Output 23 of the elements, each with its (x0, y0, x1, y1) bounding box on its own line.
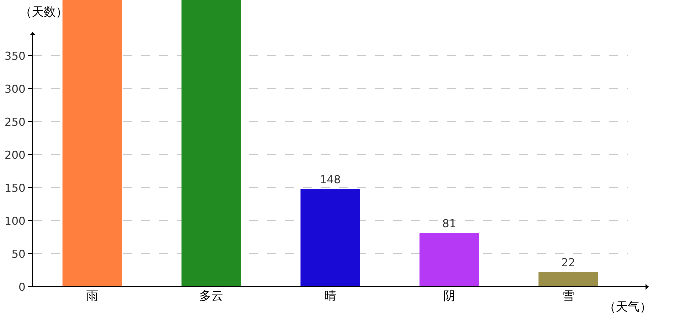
x-tick-label: 雨 (86, 289, 98, 303)
bar (300, 189, 360, 287)
x-tick-label: 多云 (200, 289, 224, 303)
y-tick-label: 250 (4, 116, 26, 129)
y-axis-title: （天数） (20, 5, 68, 19)
y-tick-label: 350 (4, 50, 26, 63)
y-tick-label: 200 (4, 148, 26, 162)
x-axis-title: （天气） (604, 300, 652, 314)
y-tick-label: 0 (18, 280, 26, 294)
x-tick-label: 阴 (444, 289, 456, 303)
y-tick-label: 300 (4, 82, 26, 96)
bar (182, 0, 242, 287)
data-label: 22 (562, 256, 576, 270)
y-tick-label: 100 (4, 214, 26, 228)
y-tick-label: 50 (12, 248, 26, 261)
x-tick-label: 雪 (562, 289, 574, 303)
data-label: 81 (442, 218, 456, 231)
bar (538, 272, 598, 287)
bar (420, 234, 480, 287)
data-label: 148 (320, 173, 341, 186)
x-tick-label: 晴 (324, 289, 336, 303)
bar (62, 0, 122, 287)
y-tick-label: 150 (4, 182, 26, 195)
